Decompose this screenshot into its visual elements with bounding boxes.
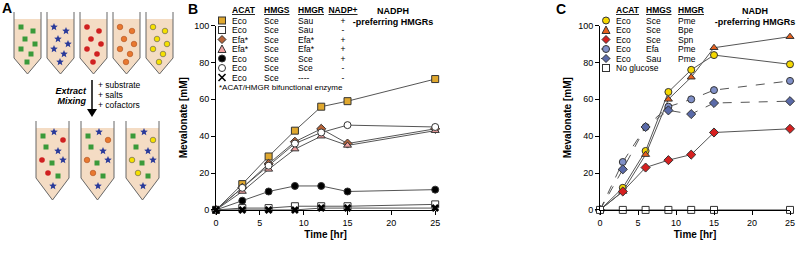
svg-text:0: 0 bbox=[597, 218, 602, 228]
svg-text:20: 20 bbox=[199, 168, 209, 178]
svg-text:Eco: Eco bbox=[616, 16, 631, 26]
svg-text:Pme: Pme bbox=[678, 44, 696, 54]
svg-text:Efa*: Efa* bbox=[232, 44, 249, 54]
svg-text:Mixing: Mixing bbox=[58, 96, 87, 106]
svg-text:ACAT: ACAT bbox=[616, 5, 640, 15]
svg-text:60: 60 bbox=[199, 94, 209, 104]
svg-text:Efa*: Efa* bbox=[298, 44, 315, 54]
svg-text:Sce: Sce bbox=[646, 16, 661, 26]
svg-text:5: 5 bbox=[257, 218, 262, 228]
svg-text:100: 100 bbox=[194, 21, 209, 31]
svg-text:100: 100 bbox=[578, 21, 593, 31]
svg-text:Time [hr]: Time [hr] bbox=[674, 229, 717, 240]
svg-text:Sce: Sce bbox=[264, 25, 279, 35]
svg-text:B: B bbox=[188, 1, 198, 17]
svg-text:C: C bbox=[556, 1, 566, 17]
svg-text:+: + bbox=[341, 16, 346, 26]
svg-text:*ACAT/HMGR bifunctional enzyme: *ACAT/HMGR bifunctional enzyme bbox=[219, 83, 343, 92]
svg-text:Sce: Sce bbox=[264, 35, 279, 45]
svg-text:HMGS: HMGS bbox=[646, 5, 672, 15]
svg-text:0: 0 bbox=[588, 205, 593, 215]
svg-text:0: 0 bbox=[213, 218, 218, 228]
svg-text:Eco: Eco bbox=[232, 25, 247, 35]
svg-text:60: 60 bbox=[583, 94, 593, 104]
svg-text:Sce: Sce bbox=[646, 35, 661, 45]
svg-text:NADH: NADH bbox=[742, 6, 768, 16]
svg-text:Eco: Eco bbox=[232, 54, 247, 64]
svg-text:Eco: Eco bbox=[616, 54, 631, 64]
svg-text:20: 20 bbox=[747, 218, 757, 228]
svg-text:+ substrate: + substrate bbox=[98, 80, 141, 90]
svg-text:15: 15 bbox=[343, 218, 353, 228]
svg-text:Eco: Eco bbox=[616, 44, 631, 54]
svg-text:20: 20 bbox=[386, 218, 396, 228]
svg-text:+ cofactors: + cofactors bbox=[98, 100, 140, 110]
svg-text:Sce: Sce bbox=[298, 63, 313, 73]
svg-text:Sau: Sau bbox=[298, 16, 313, 26]
svg-text:-: - bbox=[342, 73, 345, 83]
svg-text:Sce: Sce bbox=[264, 16, 279, 26]
svg-text:HMGS: HMGS bbox=[264, 5, 290, 15]
svg-text:+: + bbox=[341, 44, 346, 54]
svg-text:Pme: Pme bbox=[678, 16, 696, 26]
svg-text:-preferring HMGRs: -preferring HMGRs bbox=[353, 17, 434, 27]
svg-text:ACAT: ACAT bbox=[232, 5, 256, 15]
svg-text:HMGR: HMGR bbox=[298, 5, 324, 15]
svg-text:Sce: Sce bbox=[264, 73, 279, 83]
svg-text:Sce: Sce bbox=[264, 44, 279, 54]
svg-text:-: - bbox=[342, 25, 345, 35]
svg-text:20: 20 bbox=[583, 168, 593, 178]
svg-text:15: 15 bbox=[709, 218, 719, 228]
svg-text:Sce: Sce bbox=[264, 63, 279, 73]
svg-text:25: 25 bbox=[785, 218, 795, 228]
svg-text:40: 40 bbox=[583, 131, 593, 141]
svg-text:Sce: Sce bbox=[264, 54, 279, 64]
svg-text:Eco: Eco bbox=[616, 25, 631, 35]
svg-text:10: 10 bbox=[671, 218, 681, 228]
svg-text:Sau: Sau bbox=[298, 25, 313, 35]
svg-text:Eco: Eco bbox=[232, 16, 247, 26]
svg-text:Time [hr]: Time [hr] bbox=[304, 229, 347, 240]
svg-text:Efa: Efa bbox=[646, 44, 659, 54]
svg-text:NADPH: NADPH bbox=[377, 6, 409, 16]
svg-text:-: - bbox=[342, 63, 345, 73]
svg-text:Spn: Spn bbox=[678, 35, 693, 45]
svg-text:Efa*: Efa* bbox=[298, 35, 315, 45]
svg-text:Sce: Sce bbox=[298, 54, 313, 64]
svg-text:Pme: Pme bbox=[678, 54, 696, 64]
svg-text:Bpe: Bpe bbox=[678, 25, 693, 35]
svg-text:Mevalonate [mM]: Mevalonate [mM] bbox=[562, 77, 573, 158]
svg-text:80: 80 bbox=[583, 58, 593, 68]
svg-text:5: 5 bbox=[635, 218, 640, 228]
svg-text:NADP+: NADP+ bbox=[328, 5, 357, 15]
svg-text:10: 10 bbox=[299, 218, 309, 228]
svg-text:Extract: Extract bbox=[55, 86, 87, 96]
svg-text:Eco: Eco bbox=[616, 35, 631, 45]
svg-text:-preferring HMGRs: -preferring HMGRs bbox=[715, 17, 796, 27]
svg-text:40: 40 bbox=[199, 131, 209, 141]
svg-text:80: 80 bbox=[199, 58, 209, 68]
svg-text:0: 0 bbox=[204, 205, 209, 215]
svg-text:Eco: Eco bbox=[232, 73, 247, 83]
svg-text:HMGR: HMGR bbox=[678, 5, 704, 15]
svg-text:Sce: Sce bbox=[646, 25, 661, 35]
svg-text:Efa*: Efa* bbox=[232, 35, 249, 45]
svg-text:Mevalonate [mM]: Mevalonate [mM] bbox=[178, 77, 189, 158]
svg-text:Eco: Eco bbox=[232, 63, 247, 73]
svg-text:A: A bbox=[2, 0, 12, 16]
svg-text:----: ---- bbox=[298, 73, 309, 83]
svg-text:+: + bbox=[341, 54, 346, 64]
svg-text:No glucose: No glucose bbox=[616, 63, 659, 73]
svg-text:Sau: Sau bbox=[646, 54, 661, 64]
svg-text:25: 25 bbox=[430, 218, 440, 228]
svg-text:+: + bbox=[341, 35, 346, 45]
svg-text:+ salts: + salts bbox=[98, 90, 123, 100]
